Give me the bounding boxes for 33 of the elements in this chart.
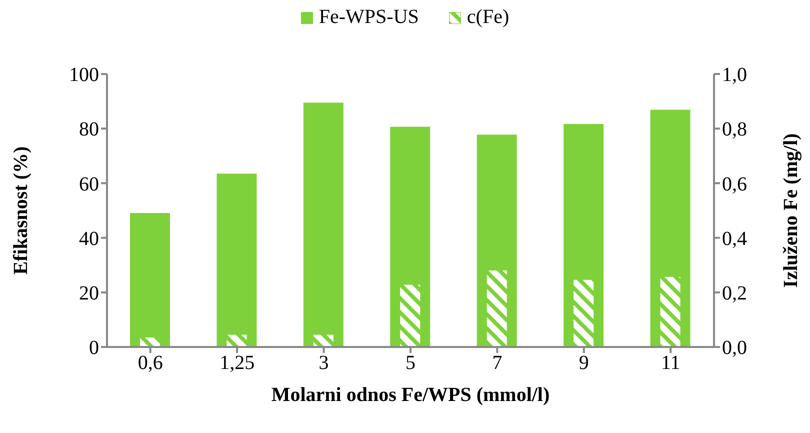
bar — [313, 334, 334, 347]
y2-tick-label: 0,2 — [722, 282, 747, 304]
bar — [660, 276, 680, 347]
x-tick-label: 7 — [492, 352, 502, 374]
y-tick-label: 80 — [79, 118, 99, 141]
y-tick-label: 20 — [79, 282, 99, 304]
legend-label: c(Fe) — [466, 6, 510, 29]
bar — [486, 270, 507, 347]
x-tick-label: 5 — [406, 352, 416, 374]
x-tick-label: 11 — [661, 352, 680, 374]
y2-tick-label: 1,0 — [722, 64, 747, 86]
y2-axis-title: Izluženo Fe (mg/l) — [780, 133, 802, 288]
y-tick-label: 0 — [89, 337, 99, 360]
y-tick-label: 60 — [79, 173, 99, 196]
y-tick-label: 100 — [69, 64, 99, 86]
y2-tick-label: 0,6 — [722, 173, 747, 196]
bar — [303, 102, 344, 347]
y-axis-title: Efikasnost (%) — [10, 146, 32, 275]
x-tick-label: 0,6 — [138, 352, 163, 374]
x-axis-title: Molarni odnos Fe/WPS (mmol/l) — [271, 384, 550, 406]
y2-tick-label: 0,8 — [722, 118, 747, 141]
x-tick-label: 3 — [318, 352, 329, 374]
x-tick-label: 9 — [578, 352, 589, 374]
bar — [216, 174, 257, 347]
y-tick-label: 40 — [79, 228, 99, 250]
y2-tick-label: 0,4 — [722, 228, 747, 250]
legend-label: Fe-WPS-US — [318, 6, 419, 29]
x-tick-label: 1,25 — [220, 352, 255, 374]
bar — [226, 334, 247, 347]
bar — [130, 212, 170, 347]
y2-tick-label: 0,0 — [722, 337, 747, 360]
bar — [400, 284, 420, 347]
bar — [574, 280, 594, 347]
